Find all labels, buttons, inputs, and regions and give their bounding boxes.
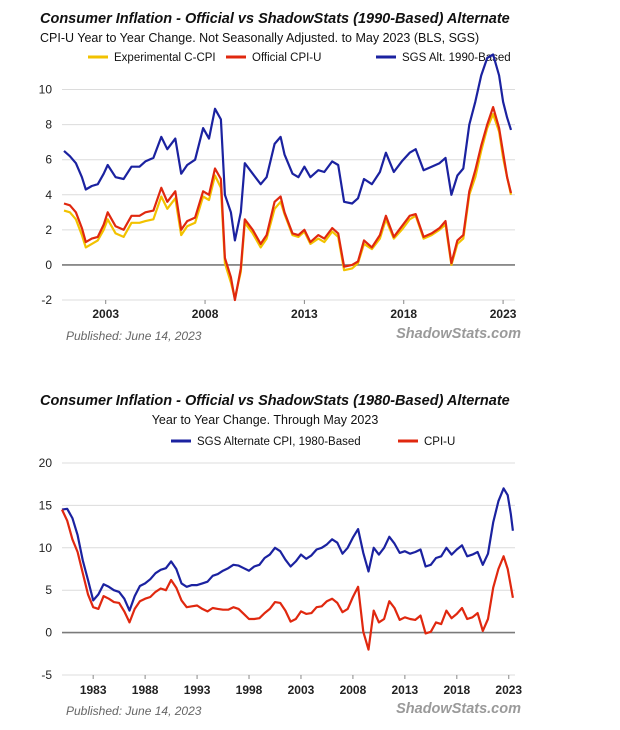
chart-title: Consumer Inflation - Official vs ShadowS… [40,393,510,409]
x-tick-label: 2023 [490,307,517,321]
y-tick-label: 15 [39,498,53,512]
published-date: Published: June 14, 2023 [66,704,202,718]
x-tick-label: 2003 [288,683,315,697]
y-tick-label: 0 [45,626,52,640]
x-tick-label: 2008 [340,683,367,697]
y-tick-label: 6 [45,153,52,167]
y-tick-label: 8 [45,118,52,132]
y-tick-label: 4 [45,188,52,202]
y-tick-label: 20 [39,456,53,470]
y-tick-label: 5 [45,583,52,597]
chart-1990-based: Consumer Inflation - Official vs ShadowS… [0,0,620,350]
legend-entry: Official CPI-U [252,52,321,64]
y-tick-label: 10 [39,83,53,97]
x-tick-label: 2023 [495,683,522,697]
x-tick-label: 2018 [390,307,417,321]
y-tick-label: -2 [41,293,52,307]
x-tick-label: 1988 [132,683,159,697]
legend-entry: CPI-U [424,436,455,448]
chart-1980-based-svg: Consumer Inflation - Official vs ShadowS… [39,393,523,718]
legend-entry: Experimental C-CPI [114,52,216,64]
x-tick-label: 1993 [184,683,211,697]
x-tick-label: 2018 [443,683,470,697]
published-date: Published: June 14, 2023 [66,329,202,343]
x-tick-label: 2013 [291,307,318,321]
series-line [63,113,513,300]
series-line [63,53,513,242]
brand-watermark: ShadowStats.com [396,326,521,342]
brand-watermark: ShadowStats.com [396,701,521,717]
x-tick-label: 1998 [236,683,263,697]
chart-1990-based-svg: Consumer Inflation - Official vs ShadowS… [39,11,521,343]
x-tick-label: 2003 [92,307,119,321]
legend-entry: SGS Alternate CPI, 1980-Based [197,436,361,448]
x-tick-label: 1983 [80,683,107,697]
series-line [63,106,513,302]
y-tick-label: -5 [41,668,52,682]
chart-subtitle: CPI-U Year to Year Change. Not Seasonall… [40,31,479,45]
chart-1980-based: Consumer Inflation - Official vs ShadowS… [0,385,620,730]
legend-entry: SGS Alt. 1990-Based [402,52,511,64]
x-tick-label: 2013 [392,683,419,697]
y-tick-label: 2 [45,223,52,237]
series-line [61,509,514,651]
chart-title: Consumer Inflation - Official vs ShadowS… [40,11,510,27]
y-tick-label: 10 [39,541,53,555]
chart-subtitle: Year to Year Change. Through May 2023 [152,413,379,427]
x-tick-label: 2008 [192,307,219,321]
series-line [61,487,514,612]
y-tick-label: 0 [45,258,52,272]
